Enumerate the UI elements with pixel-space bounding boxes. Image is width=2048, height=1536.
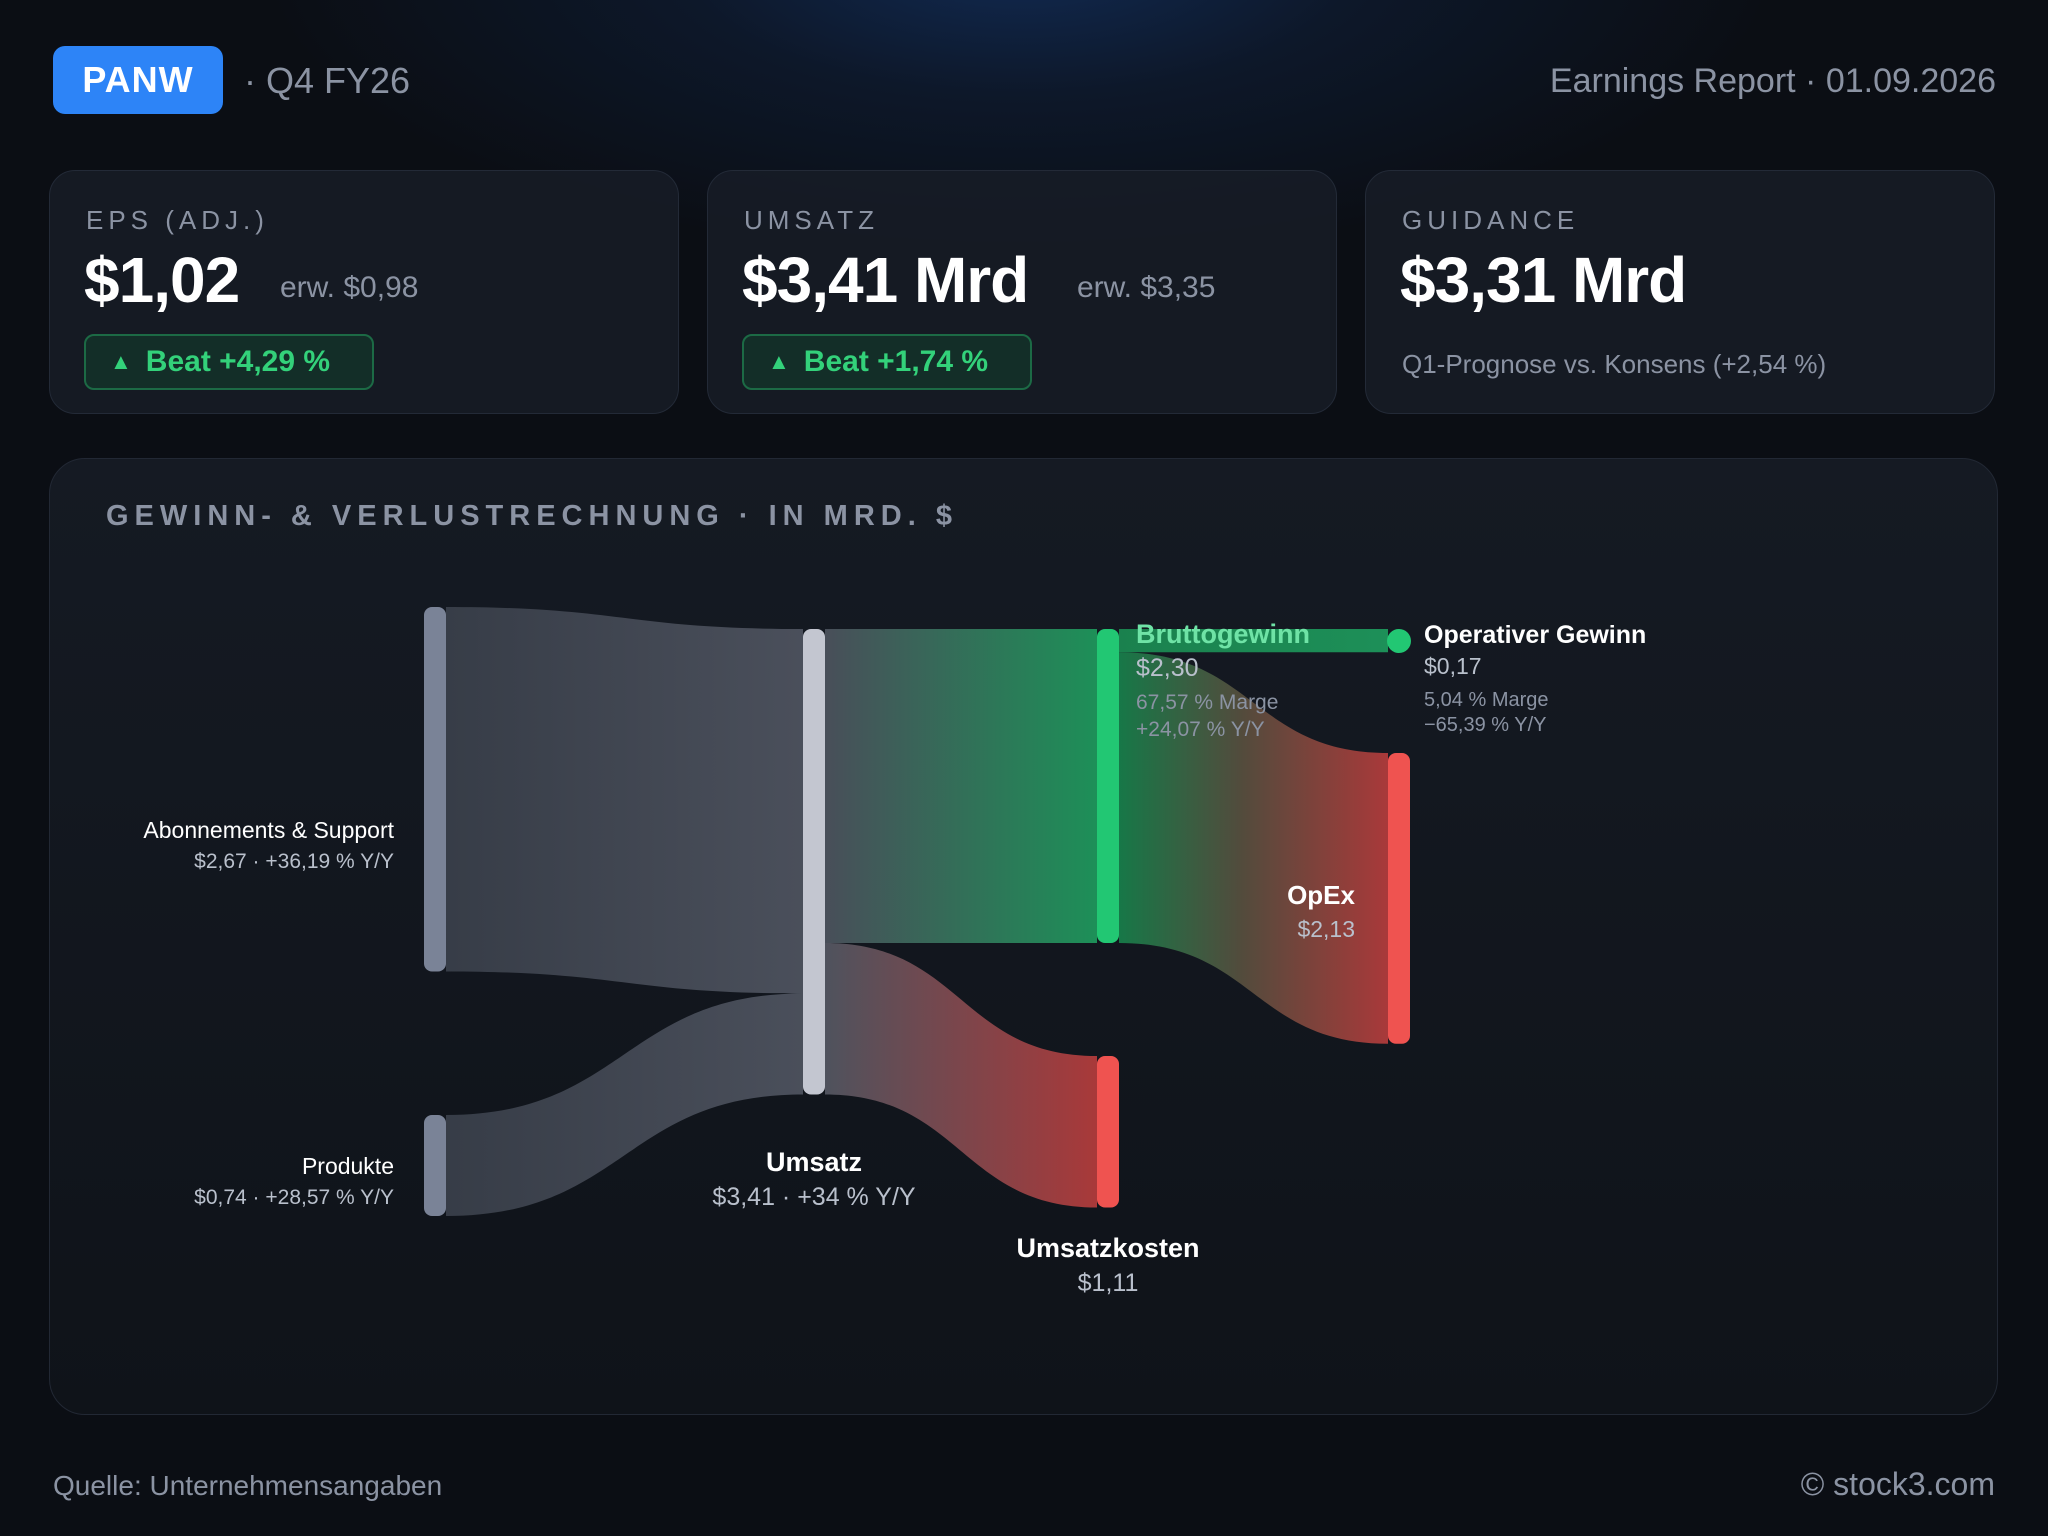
eps-beat-badge: ▲ Beat +4,29 % (84, 334, 374, 390)
node-opex (1388, 753, 1410, 1044)
link-rev-gross (825, 629, 1097, 943)
label-rev-name: Umsatz (766, 1147, 862, 1177)
link-prod-rev (446, 993, 803, 1217)
label-opex-value: $2,13 (1297, 916, 1355, 942)
guidance-card: GUIDANCE $3,31 Mrd Q1-Prognose vs. Konse… (1365, 170, 1995, 414)
revenue-beat-badge: ▲ Beat +1,74 % (742, 334, 1032, 390)
label-opinc-detail-1: −65,39 % Y/Y (1424, 714, 1547, 736)
node-opinc (1387, 629, 1411, 653)
label-rev-value: $3,41 · +34 % Y/Y (712, 1183, 915, 1211)
label-prod-value: $0,74 · +28,57 % Y/Y (194, 1186, 394, 1209)
panel-title: GEWINN- & VERLUSTRECHNUNG · IN MRD. $ (106, 500, 958, 532)
label-subs-name: Abonnements & Support (143, 817, 394, 843)
revenue-expected: erw. $3,35 (1077, 271, 1216, 304)
eps-card: EPS (ADJ.) $1,02 erw. $0,98 ▲ Beat +4,29… (49, 170, 679, 414)
revenue-beat-text: Beat +1,74 % (803, 345, 989, 378)
node-cogs (1097, 1056, 1119, 1208)
label-opinc-detail-0: 5,04 % Marge (1424, 689, 1549, 711)
label-gross-name: Bruttogewinn (1136, 619, 1310, 649)
link-gross-opinc (1119, 629, 1388, 653)
guidance-label: GUIDANCE (1402, 205, 1580, 235)
label-gross-value: $2,30 (1136, 654, 1199, 682)
label-cogs-value: $1,11 (1078, 1269, 1139, 1297)
eps-beat-text: Beat +4,29 % (145, 345, 331, 378)
node-rev (803, 629, 825, 1095)
arrow-up-icon: ▲ (110, 349, 132, 374)
label-subs-value: $2,67 · +36,19 % Y/Y (194, 850, 394, 873)
eps-label: EPS (ADJ.) (86, 205, 269, 235)
revenue-label: UMSATZ (744, 205, 879, 235)
guidance-note: Q1-Prognose vs. Konsens (+2,54 %) (1402, 349, 1827, 379)
eps-value: $1,02 (84, 244, 240, 316)
revenue-card: UMSATZ $3,41 Mrd erw. $3,35 ▲ Beat +1,74… (707, 170, 1337, 414)
copyright: © stock3.com (1800, 1466, 1995, 1502)
ticker-badge: PANW (53, 46, 223, 114)
label-cogs-name: Umsatzkosten (1016, 1233, 1199, 1263)
node-subs (424, 607, 446, 972)
revenue-value: $3,41 Mrd (742, 244, 1029, 316)
label-opex-name: OpEx (1287, 880, 1355, 910)
source-note: Quelle: Unternehmensangaben (53, 1470, 443, 1501)
fiscal-period: · Q4 FY26 (244, 60, 411, 101)
link-subs-rev (446, 607, 803, 994)
guidance-value: $3,31 Mrd (1400, 244, 1687, 316)
label-opinc-name: Operativer Gewinn (1424, 621, 1646, 649)
arrow-up-icon: ▲ (768, 349, 790, 374)
label-prod-name: Produkte (302, 1153, 394, 1179)
label-opinc-value: $0,17 (1424, 653, 1482, 679)
report-date: Earnings Report · 01.09.2026 (1549, 62, 1996, 100)
node-prod (424, 1115, 446, 1217)
link-rev-cogs (825, 942, 1097, 1208)
eps-expected: erw. $0,98 (280, 271, 419, 304)
node-gross (1097, 629, 1119, 943)
link-gross-opex (1119, 652, 1388, 1044)
label-gross-detail-1: +24,07 % Y/Y (1136, 718, 1265, 741)
label-gross-detail-0: 67,57 % Marge (1136, 691, 1278, 714)
